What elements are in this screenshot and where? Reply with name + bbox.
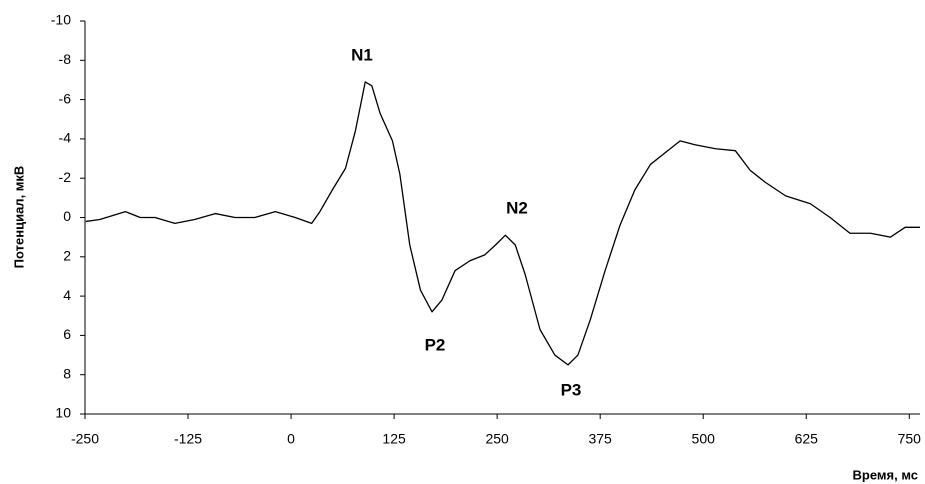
y-tick-label: 6 <box>63 326 71 342</box>
x-axis-label: Время, мс <box>853 467 919 482</box>
x-tick-label: -250 <box>71 431 99 447</box>
y-tick-label: -6 <box>59 90 72 106</box>
y-tick-label: 4 <box>63 287 71 303</box>
data-line <box>85 81 920 366</box>
y-tick-label: -2 <box>59 169 72 185</box>
annotation: N2 <box>506 198 528 217</box>
y-tick-label: -10 <box>51 12 71 28</box>
x-tick-label: 375 <box>588 431 612 447</box>
y-tick-label: -4 <box>59 130 72 146</box>
y-tick-label: -8 <box>59 51 72 67</box>
annotation: N1 <box>351 45 373 64</box>
y-tick-label: 10 <box>55 405 71 421</box>
y-axis-label: Потенциал, мкВ <box>11 166 26 269</box>
x-tick-label: 125 <box>382 431 406 447</box>
x-tick-label: 250 <box>485 431 509 447</box>
x-tick-label: 0 <box>287 431 295 447</box>
annotation: P3 <box>561 380 582 399</box>
x-tick-label: 500 <box>692 431 716 447</box>
y-tick-label: 8 <box>63 365 71 381</box>
annotation: P2 <box>425 335 446 354</box>
x-tick-label: 750 <box>898 431 922 447</box>
y-tick-label: 2 <box>63 248 71 264</box>
y-tick-label: 0 <box>63 208 71 224</box>
x-tick-label: -125 <box>174 431 202 447</box>
x-tick-label: 625 <box>795 431 819 447</box>
